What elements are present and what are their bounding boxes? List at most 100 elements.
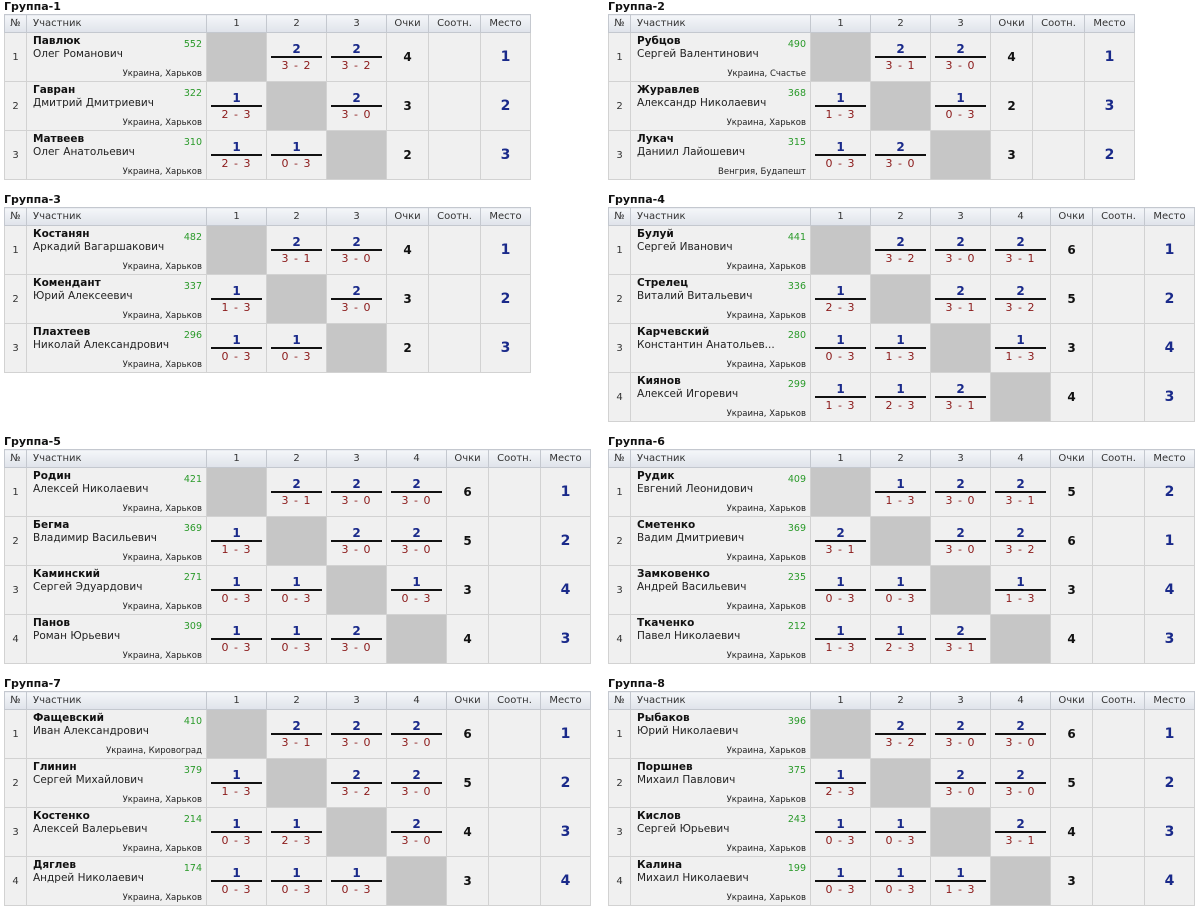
match-result-cell[interactable]: 2 3 - 0: [386, 709, 447, 759]
match-result-cell[interactable]: 2 3 - 1: [990, 807, 1051, 857]
match-result-cell[interactable]: 2 3 - 1: [266, 225, 327, 275]
match-result-cell[interactable]: 2 3 - 2: [326, 32, 387, 82]
player-surname[interactable]: Глинин: [33, 761, 77, 773]
match-result-cell[interactable]: 1 1 - 3: [206, 758, 267, 808]
match-result-cell[interactable]: 1 2 - 3: [810, 274, 871, 324]
match-result-cell[interactable]: 2 3 - 0: [930, 709, 991, 759]
match-result-cell[interactable]: 2 3 - 0: [326, 81, 387, 131]
match-result-cell[interactable]: 1 0 - 3: [810, 565, 871, 615]
player-surname[interactable]: Бегма: [33, 519, 70, 531]
match-result-cell[interactable]: 1 1 - 3: [810, 372, 871, 422]
match-result-cell[interactable]: 1 2 - 3: [206, 130, 267, 180]
match-result-cell[interactable]: 2 3 - 0: [326, 225, 387, 275]
match-result-cell[interactable]: 2 3 - 0: [326, 516, 387, 566]
match-result-cell[interactable]: 1 0 - 3: [930, 81, 991, 131]
player-surname[interactable]: Панов: [33, 617, 70, 629]
match-result-cell[interactable]: 2 3 - 0: [386, 516, 447, 566]
match-result-cell[interactable]: 2 3 - 2: [266, 32, 327, 82]
match-result-cell[interactable]: 1 0 - 3: [266, 614, 327, 664]
match-result-cell[interactable]: 1 0 - 3: [206, 565, 267, 615]
player-surname[interactable]: Кислов: [637, 810, 681, 822]
match-result-cell[interactable]: 1 0 - 3: [810, 807, 871, 857]
match-result-cell[interactable]: 2 3 - 0: [326, 614, 387, 664]
match-result-cell[interactable]: 2 3 - 0: [930, 467, 991, 517]
player-surname[interactable]: Ткаченко: [637, 617, 695, 629]
match-result-cell[interactable]: 2 3 - 0: [930, 32, 991, 82]
match-result-cell[interactable]: 2 3 - 2: [870, 225, 931, 275]
match-result-cell[interactable]: 1 0 - 3: [870, 565, 931, 615]
player-surname[interactable]: Рудик: [637, 470, 675, 482]
match-result-cell[interactable]: 1 0 - 3: [266, 323, 327, 373]
match-result-cell[interactable]: 2 3 - 1: [266, 709, 327, 759]
match-result-cell[interactable]: 1 0 - 3: [206, 807, 267, 857]
player-surname[interactable]: Фащевский: [33, 712, 104, 724]
match-result-cell[interactable]: 2 3 - 2: [990, 516, 1051, 566]
player-surname[interactable]: Лукач: [637, 133, 674, 145]
player-surname[interactable]: Рубцов: [637, 35, 681, 47]
player-surname[interactable]: Киянов: [637, 375, 681, 387]
match-result-cell[interactable]: 1 1 - 3: [930, 856, 991, 906]
player-surname[interactable]: Комендант: [33, 277, 101, 289]
match-result-cell[interactable]: 2 3 - 1: [930, 372, 991, 422]
match-result-cell[interactable]: 1 2 - 3: [206, 81, 267, 131]
match-result-cell[interactable]: 2 3 - 1: [930, 274, 991, 324]
player-surname[interactable]: Калина: [637, 859, 683, 871]
player-surname[interactable]: Гавран: [33, 84, 76, 96]
player-surname[interactable]: Матвеев: [33, 133, 85, 145]
match-result-cell[interactable]: 1 0 - 3: [810, 856, 871, 906]
match-result-cell[interactable]: 2 3 - 0: [326, 274, 387, 324]
player-surname[interactable]: Павлюк: [33, 35, 81, 47]
match-result-cell[interactable]: 1 2 - 3: [870, 614, 931, 664]
player-surname[interactable]: Рыбаков: [637, 712, 690, 724]
match-result-cell[interactable]: 1 2 - 3: [810, 758, 871, 808]
match-result-cell[interactable]: 2 3 - 1: [990, 225, 1051, 275]
player-surname[interactable]: Сметенко: [637, 519, 696, 531]
player-surname[interactable]: Костанян: [33, 228, 90, 240]
player-surname[interactable]: Родин: [33, 470, 72, 482]
player-surname[interactable]: Дяглев: [33, 859, 77, 871]
match-result-cell[interactable]: 1 0 - 3: [870, 807, 931, 857]
match-result-cell[interactable]: 1 2 - 3: [266, 807, 327, 857]
match-result-cell[interactable]: 2 3 - 2: [870, 709, 931, 759]
match-result-cell[interactable]: 1 1 - 3: [810, 81, 871, 131]
match-result-cell[interactable]: 1 1 - 3: [990, 565, 1051, 615]
match-result-cell[interactable]: 1 0 - 3: [870, 856, 931, 906]
match-result-cell[interactable]: 1 0 - 3: [266, 130, 327, 180]
match-result-cell[interactable]: 2 3 - 1: [810, 516, 871, 566]
match-result-cell[interactable]: 2 3 - 2: [990, 274, 1051, 324]
player-surname[interactable]: Журавлев: [637, 84, 700, 96]
match-result-cell[interactable]: 1 1 - 3: [870, 323, 931, 373]
match-result-cell[interactable]: 2 3 - 0: [990, 758, 1051, 808]
match-result-cell[interactable]: 2 3 - 0: [870, 130, 931, 180]
match-result-cell[interactable]: 1 1 - 3: [870, 467, 931, 517]
match-result-cell[interactable]: 1 0 - 3: [326, 856, 387, 906]
match-result-cell[interactable]: 2 3 - 0: [930, 225, 991, 275]
match-result-cell[interactable]: 1 0 - 3: [810, 130, 871, 180]
match-result-cell[interactable]: 2 3 - 0: [930, 758, 991, 808]
player-surname[interactable]: Карчевский: [637, 326, 710, 338]
match-result-cell[interactable]: 2 3 - 1: [870, 32, 931, 82]
match-result-cell[interactable]: 1 0 - 3: [386, 565, 447, 615]
match-result-cell[interactable]: 2 3 - 1: [266, 467, 327, 517]
match-result-cell[interactable]: 2 3 - 0: [386, 467, 447, 517]
player-surname[interactable]: Стрелец: [637, 277, 689, 289]
match-result-cell[interactable]: 2 3 - 0: [326, 467, 387, 517]
match-result-cell[interactable]: 1 0 - 3: [810, 323, 871, 373]
match-result-cell[interactable]: 1 1 - 3: [990, 323, 1051, 373]
player-surname[interactable]: Булуй: [637, 228, 674, 240]
match-result-cell[interactable]: 1 0 - 3: [206, 856, 267, 906]
match-result-cell[interactable]: 1 0 - 3: [206, 323, 267, 373]
match-result-cell[interactable]: 1 1 - 3: [810, 614, 871, 664]
match-result-cell[interactable]: 2 3 - 2: [326, 758, 387, 808]
match-result-cell[interactable]: 2 3 - 0: [930, 516, 991, 566]
match-result-cell[interactable]: 1 1 - 3: [206, 516, 267, 566]
player-surname[interactable]: Замковенко: [637, 568, 710, 580]
match-result-cell[interactable]: 2 3 - 1: [990, 467, 1051, 517]
match-result-cell[interactable]: 1 0 - 3: [206, 614, 267, 664]
match-result-cell[interactable]: 1 0 - 3: [266, 565, 327, 615]
match-result-cell[interactable]: 2 3 - 0: [990, 709, 1051, 759]
match-result-cell[interactable]: 1 2 - 3: [870, 372, 931, 422]
player-surname[interactable]: Костенко: [33, 810, 90, 822]
match-result-cell[interactable]: 1 1 - 3: [206, 274, 267, 324]
match-result-cell[interactable]: 2 3 - 0: [386, 807, 447, 857]
